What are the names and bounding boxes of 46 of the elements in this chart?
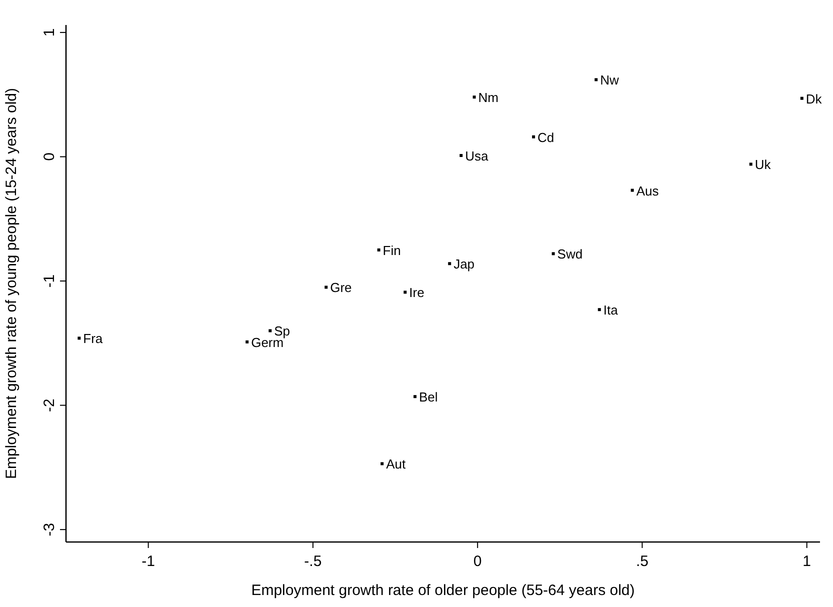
point [324,286,328,289]
annotation: Fin [382,242,401,258]
point [630,188,634,192]
annotation: Usa [465,148,489,164]
annotation: Dk [806,91,822,106]
annotation: Bel [419,390,438,405]
x-tick-label: -.5 [304,553,322,570]
point [414,395,417,398]
annotation: Uk [754,157,772,172]
y-tick-label: -1 [41,274,58,288]
point [532,135,536,138]
annotation: Fra [83,331,104,346]
point [460,154,463,157]
y-axis-title: Employment growth rate of young people (15-24 years old) [3,88,20,480]
point [78,336,81,340]
y-tick-label: -3 [41,522,58,536]
annotation: Ita [603,302,619,318]
x-tick-label: 0 [473,553,482,570]
x-axis-title: Employment growth rate of older people (55-64 years old) [251,582,635,599]
x-tick-label: .5 [636,553,648,570]
annotation: Aut [386,456,406,472]
x-tick-label: 1 [802,553,811,570]
annotation: Nm [478,90,498,106]
point [448,262,452,266]
point [594,78,598,82]
point [268,329,272,332]
point [377,248,380,252]
x-tick-label: -1 [142,553,155,570]
point [246,340,249,344]
annotation: Jap [454,256,475,272]
annotation: Cd [538,130,554,145]
y-tick-label: 1 [41,28,58,37]
point [404,290,407,294]
annotation: Ire [409,285,424,300]
point [598,308,601,312]
annotation: Nw [600,72,620,88]
point [800,96,804,100]
annotation: Swd [557,246,583,262]
point [380,462,384,466]
point [552,252,555,256]
annotation: Aus [636,183,660,198]
point [749,162,752,166]
point [472,96,476,99]
annotation: Gre [330,280,352,296]
y-tick-label: -2 [41,398,58,412]
y-tick-label: 0 [41,152,58,161]
